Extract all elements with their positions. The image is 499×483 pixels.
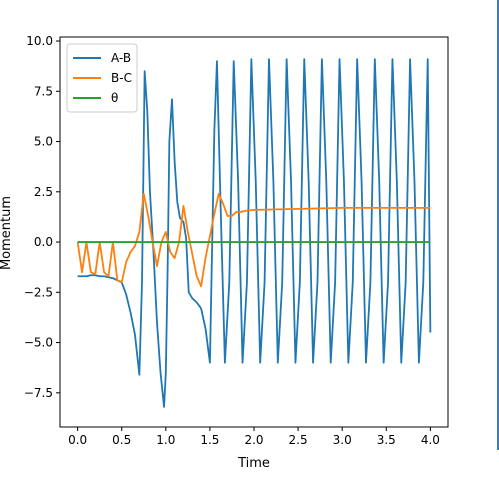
x-tick-label: 0.0	[68, 433, 87, 447]
window-edge	[497, 0, 499, 450]
x-tick-label: 3.5	[377, 433, 396, 447]
x-tick-label: 4.0	[421, 433, 440, 447]
y-tick-label: −5.0	[24, 336, 53, 350]
y-axis-label: Momentum	[0, 196, 14, 270]
y-tick-label: 5.0	[34, 135, 53, 149]
series-line-0	[77, 58, 432, 408]
x-tick-label: 3.0	[333, 433, 352, 447]
x-tick-label: 2.0	[244, 433, 263, 447]
y-tick-label: 2.5	[34, 185, 53, 199]
y-tick-label: 10.0	[26, 34, 53, 48]
legend-label: A-B	[111, 51, 131, 65]
x-tick-label: 1.5	[200, 433, 219, 447]
series-line-1	[76, 192, 431, 288]
y-tick-label: 7.5	[34, 84, 53, 98]
y-tick-label: −2.5	[24, 285, 53, 299]
x-axis-label: Time	[237, 456, 270, 471]
x-tick-label: 0.5	[112, 433, 131, 447]
legend: A-B B-C θ	[66, 43, 138, 113]
x-tick-label: 1.0	[156, 433, 175, 447]
x-tick-label: 2.5	[289, 433, 308, 447]
y-tick-label: 0.0	[34, 235, 53, 249]
legend-label: θ	[111, 91, 118, 105]
y-tick-label: −7.5	[24, 386, 53, 400]
axis-ticks: 0.0 0.5 1.0 1.5 2.0 2.5 3.0 3.5 4.0 −7.5 −5.0 −2.5 0…	[24, 34, 440, 447]
legend-box	[66, 43, 138, 113]
legend-label: B-C	[111, 71, 132, 85]
